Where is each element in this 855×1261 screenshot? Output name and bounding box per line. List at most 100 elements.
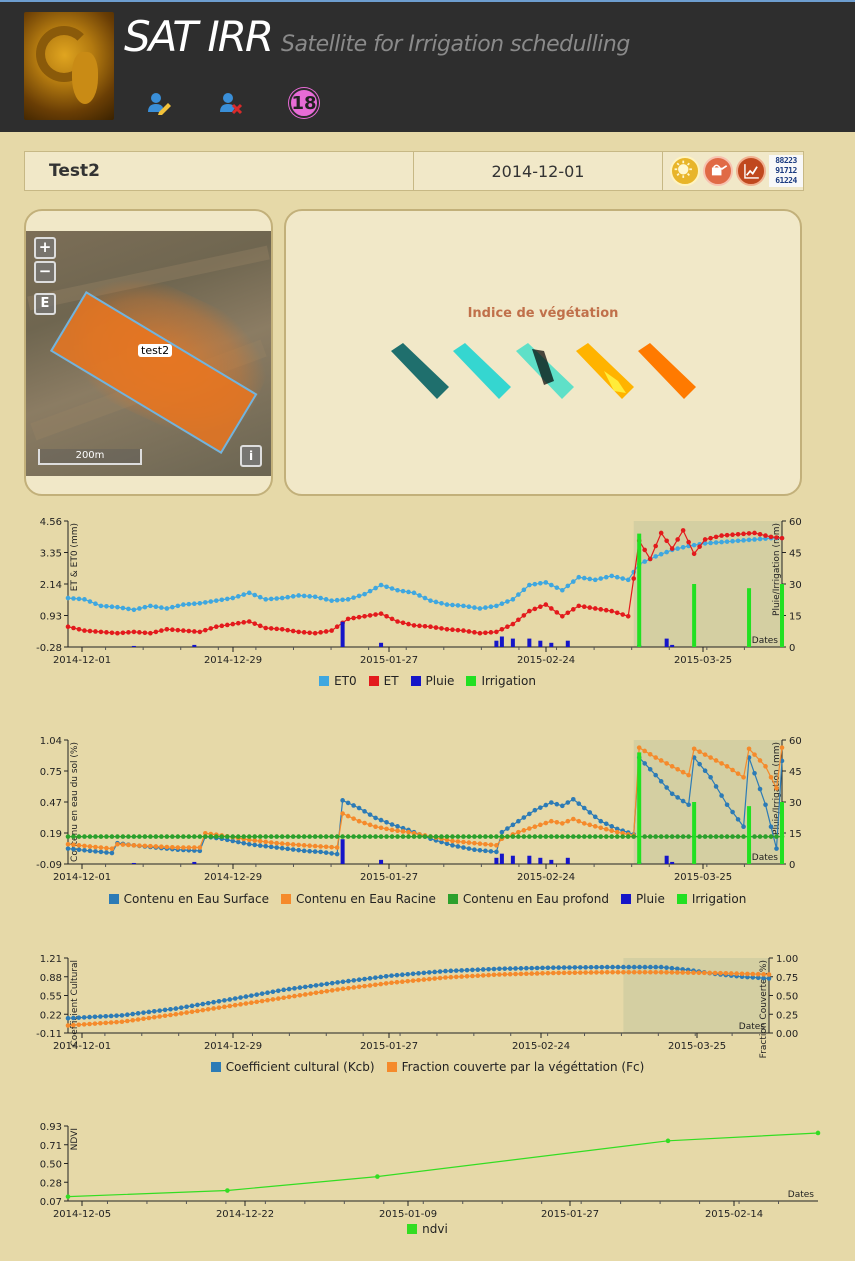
- edit-user-icon[interactable]: [146, 90, 172, 116]
- coefficient-cultural-kcb-point: [308, 983, 313, 989]
- vegetation-thumbnail[interactable]: [389, 341, 451, 403]
- fraction-couverte-par-la-v-g-ttation-fc-point: [286, 994, 292, 1000]
- legend-item-coefficient-cultural-kcb[interactable]: Coefficient cultural (Kcb): [210, 1060, 375, 1074]
- y-right-tick-label: 0: [789, 860, 795, 871]
- fraction-couverte-par-la-v-g-ttation-fc-point: [572, 970, 578, 975]
- contenu-en-eau-profond-point: [109, 834, 115, 839]
- vegetation-thumbnail[interactable]: [574, 341, 636, 403]
- coefficient-cultural-kcb-point: [556, 965, 561, 970]
- legend-item-pluie[interactable]: Pluie: [410, 674, 454, 688]
- et-point: [197, 629, 203, 635]
- vegetation-thumbnail[interactable]: [451, 341, 513, 403]
- et0-point: [680, 544, 686, 550]
- field-date[interactable]: 2014-12-01: [414, 152, 663, 190]
- vegetation-shadow-shape: [532, 349, 554, 385]
- ram-logo[interactable]: [24, 12, 114, 120]
- contenu-en-eau-surface-point: [647, 766, 653, 772]
- y-left-tick-label: 0.93: [40, 612, 62, 623]
- data-table-icon[interactable]: 88223 91712 61224: [769, 155, 803, 187]
- contenu-en-eau-surface-point: [603, 821, 609, 827]
- et-point: [334, 624, 340, 629]
- legend-item-pluie[interactable]: Pluie: [620, 892, 665, 906]
- contenu-en-eau-surface-point: [461, 845, 466, 850]
- contenu-en-eau-surface-point: [296, 847, 301, 853]
- vegetation-thumbnail[interactable]: [636, 341, 698, 403]
- coefficient-cultural-kcb-point: [648, 964, 653, 970]
- contenu-en-eau-surface-point: [697, 761, 702, 767]
- contenu-en-eau-profond-point: [76, 834, 82, 839]
- legend-swatch: [676, 894, 687, 904]
- legend-item-contenu-en-eau-profond[interactable]: Contenu en Eau profond: [447, 892, 609, 906]
- y-left-tick-label: 0.93: [40, 1122, 62, 1133]
- fraction-couverte-par-la-v-g-ttation-fc-point: [728, 971, 734, 976]
- contenu-en-eau-racine-point: [752, 752, 757, 757]
- fraction-couverte-par-la-v-g-ttation-fc-point: [254, 999, 260, 1005]
- legend-item-fraction-couverte-par-la-v-g-ttation-fc[interactable]: Fraction couverte par la végéttation (Fc…: [386, 1060, 644, 1074]
- contenu-en-eau-profond-point: [395, 834, 400, 839]
- legend-label: ET0: [334, 674, 357, 688]
- zoom-in-button[interactable]: +: [34, 237, 56, 259]
- et0-point: [708, 540, 713, 546]
- et0-point: [82, 597, 87, 602]
- satellite-map[interactable]: test2 + − E 200m i: [26, 231, 271, 476]
- legend-label: Contenu en Eau profond: [462, 892, 609, 906]
- fraction-couverte-par-la-v-g-ttation-fc-point: [701, 970, 707, 976]
- watering-can-icon[interactable]: [703, 156, 733, 186]
- et-point: [669, 546, 675, 551]
- chart-svg: -0.09 0.19 0.47 0.75 1.04 0 15 30 45 60 2014-12-01…: [36, 736, 802, 883]
- contenu-en-eau-profond-point: [532, 834, 538, 839]
- fraction-couverte-par-la-v-g-ttation-fc-point: [238, 1002, 243, 1007]
- map-info-button[interactable]: i: [240, 445, 262, 467]
- fraction-couverte-par-la-v-g-ttation-fc-point: [324, 988, 330, 994]
- brush-selection[interactable]: [633, 740, 782, 864]
- contenu-en-eau-surface-point: [570, 796, 576, 802]
- legend-item-irrigation[interactable]: Irrigation: [466, 674, 536, 688]
- et-point: [664, 538, 669, 544]
- vegetation-thumbnail[interactable]: [514, 341, 576, 403]
- weather-sun-icon[interactable]: [670, 156, 700, 186]
- brush-selection[interactable]: [633, 521, 782, 647]
- pluie-bar: [664, 638, 669, 647]
- fraction-couverte-par-la-v-g-ttation-fc-point: [162, 1013, 168, 1019]
- contenu-en-eau-profond-point: [230, 834, 236, 839]
- legend-item-ndvi[interactable]: ndvi: [407, 1222, 448, 1236]
- contenu-en-eau-surface-point: [268, 844, 274, 850]
- fraction-couverte-par-la-v-g-ttation-fc-point: [87, 1021, 92, 1027]
- contenu-en-eau-surface-point: [653, 772, 658, 778]
- contenu-en-eau-surface-point: [109, 850, 115, 856]
- fraction-couverte-par-la-v-g-ttation-fc-point: [761, 972, 766, 977]
- coefficient-cultural-kcb-point: [281, 987, 286, 993]
- legend-item-contenu-en-eau-racine[interactable]: Contenu en Eau Racine: [280, 892, 436, 906]
- legend-item-et[interactable]: ET: [368, 674, 399, 688]
- et-point: [213, 624, 219, 629]
- layer-toggle-button[interactable]: E: [34, 293, 56, 315]
- delete-user-icon[interactable]: [218, 90, 244, 116]
- contenu-en-eau-racine-point: [708, 755, 713, 760]
- contenu-en-eau-surface-point: [757, 786, 763, 792]
- contenu-en-eau-profond-point: [71, 834, 76, 839]
- coefficient-cultural-kcb-point: [470, 967, 475, 973]
- contenu-en-eau-surface-point: [768, 824, 774, 829]
- line-chart-icon[interactable]: [736, 156, 766, 186]
- contenu-en-eau-profond-point: [137, 834, 142, 839]
- et0-point: [746, 537, 752, 543]
- et-point: [186, 628, 192, 634]
- et0-point: [581, 575, 587, 581]
- coefficient-cultural-kcb-point: [421, 970, 427, 976]
- et0-point: [263, 597, 269, 602]
- coefficient-cultural-kcb-point: [518, 966, 524, 971]
- coefficient-cultural-kcb-point: [319, 982, 324, 987]
- et-point: [285, 627, 290, 633]
- legend-label: ET: [383, 674, 399, 688]
- zoom-out-button[interactable]: −: [34, 261, 56, 283]
- fraction-couverte-par-la-v-g-ttation-fc-point: [205, 1007, 211, 1012]
- legend-item-contenu-en-eau-surface[interactable]: Contenu en Eau Surface: [108, 892, 269, 906]
- fraction-couverte-par-la-v-g-ttation-fc-point: [470, 973, 475, 979]
- legend-item-et0[interactable]: ET0: [319, 674, 357, 688]
- contenu-en-eau-profond-point: [241, 834, 247, 839]
- x-tick-label: 2014-12-29: [204, 872, 262, 883]
- age-badge-icon[interactable]: 18: [289, 88, 319, 118]
- legend-item-irrigation[interactable]: Irrigation: [676, 892, 746, 906]
- coefficient-cultural-kcb-point: [92, 1014, 98, 1020]
- fraction-couverte-par-la-v-g-ttation-fc-point: [610, 969, 615, 975]
